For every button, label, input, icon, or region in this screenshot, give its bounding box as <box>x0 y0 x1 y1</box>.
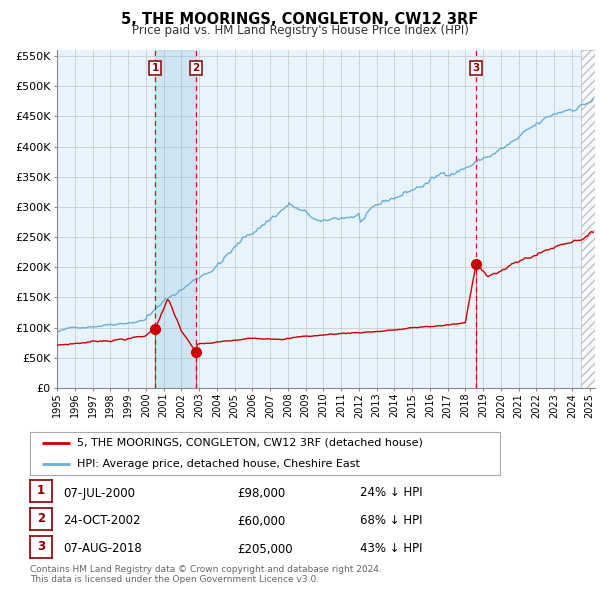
Text: Price paid vs. HM Land Registry's House Price Index (HPI): Price paid vs. HM Land Registry's House … <box>131 24 469 37</box>
Text: 1: 1 <box>37 484 45 497</box>
Text: 07-AUG-2018: 07-AUG-2018 <box>63 542 142 556</box>
Text: 2: 2 <box>192 63 199 73</box>
Text: £205,000: £205,000 <box>237 542 293 556</box>
Text: 3: 3 <box>472 63 479 73</box>
Text: 07-JUL-2000: 07-JUL-2000 <box>63 487 135 500</box>
Bar <box>581 50 595 388</box>
Text: 5, THE MOORINGS, CONGLETON, CW12 3RF: 5, THE MOORINGS, CONGLETON, CW12 3RF <box>121 12 479 27</box>
Text: This data is licensed under the Open Government Licence v3.0.: This data is licensed under the Open Gov… <box>30 575 319 584</box>
Text: 24% ↓ HPI: 24% ↓ HPI <box>360 487 422 500</box>
Text: 1: 1 <box>151 63 158 73</box>
Text: 5, THE MOORINGS, CONGLETON, CW12 3RF (detached house): 5, THE MOORINGS, CONGLETON, CW12 3RF (de… <box>77 438 423 448</box>
Text: Contains HM Land Registry data © Crown copyright and database right 2024.: Contains HM Land Registry data © Crown c… <box>30 565 382 574</box>
Text: £98,000: £98,000 <box>237 487 285 500</box>
Text: 43% ↓ HPI: 43% ↓ HPI <box>360 542 422 556</box>
Text: £60,000: £60,000 <box>237 514 285 527</box>
Text: 24-OCT-2002: 24-OCT-2002 <box>63 514 140 527</box>
Text: 3: 3 <box>37 540 45 553</box>
Bar <box>155 50 196 388</box>
Text: 68% ↓ HPI: 68% ↓ HPI <box>360 514 422 527</box>
Text: 2: 2 <box>37 513 45 526</box>
Text: HPI: Average price, detached house, Cheshire East: HPI: Average price, detached house, Ches… <box>77 459 360 469</box>
